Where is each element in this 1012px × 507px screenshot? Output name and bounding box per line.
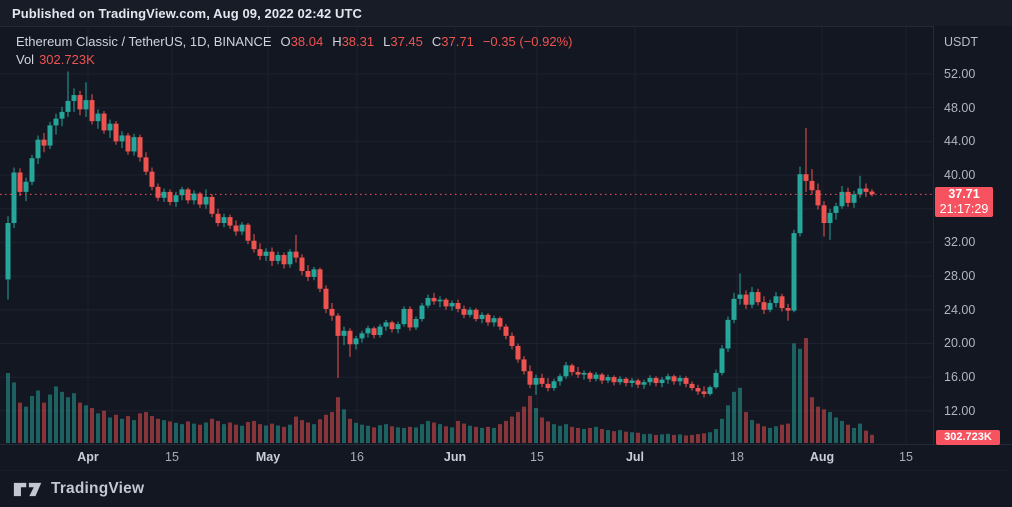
price-tick-label: 20.00: [944, 336, 976, 351]
time-tick-label: May: [255, 450, 281, 464]
volume-label[interactable]: Vol: [16, 52, 35, 67]
time-tick-label: 15: [165, 450, 179, 464]
tradingview-logo-icon[interactable]: [13, 481, 43, 498]
high-value: H38.31: [332, 34, 375, 49]
footer-bar: TradingView: [0, 470, 1012, 507]
price-tick-label: 40.00: [944, 168, 976, 183]
symbol-title[interactable]: Ethereum Classic / TetherUS, 1D, BINANCE: [16, 34, 272, 49]
price-tick-label: 24.00: [944, 302, 976, 317]
published-text: Published on TradingView.com, Aug 09, 20…: [12, 5, 363, 21]
price-tick-label: 48.00: [944, 100, 976, 115]
time-tick-label: 18: [730, 450, 744, 464]
chart-legend: Ethereum Classic / TetherUS, 1D, BINANCE…: [16, 33, 572, 68]
candlestick-chart[interactable]: [0, 26, 933, 444]
time-tick-label: 15: [530, 450, 544, 464]
grid-lines: [0, 26, 933, 444]
brand-name[interactable]: TradingView: [51, 480, 145, 497]
current-price: 37.71: [948, 187, 980, 202]
current-price-badge: 37.71 21:17:29: [935, 187, 993, 218]
volume-value: 302.723K: [39, 52, 95, 67]
bar-countdown: 21:17:29: [939, 202, 989, 217]
price-tick-label: 12.00: [944, 403, 976, 418]
time-tick-label: 16: [350, 450, 364, 464]
price-tick-label: 16.00: [944, 370, 976, 385]
open-value: O38.04: [280, 34, 324, 49]
published-bar: Published on TradingView.com, Aug 09, 20…: [0, 0, 1012, 27]
time-tick-label: Apr: [77, 450, 99, 464]
legend-volume-row: Vol 302.723K: [16, 51, 572, 68]
price-tick-label: 32.00: [944, 235, 976, 250]
time-axis[interactable]: Apr 15 May 16 Jun 15 Jul 18 Aug 15: [0, 444, 1012, 471]
price-axis[interactable]: USDT 37.71 21:17:29 302.723K 52.00 48.00 4…: [933, 26, 1012, 445]
candles: [5, 71, 875, 398]
legend-symbol-row: Ethereum Classic / TetherUS, 1D, BINANCE…: [16, 33, 572, 50]
time-tick-label: Jun: [443, 450, 467, 464]
time-tick-label: Aug: [809, 450, 835, 464]
change-value: −0.35 (−0.92%): [482, 34, 573, 49]
time-tick-label: 15: [899, 450, 913, 464]
price-tick-label: 28.00: [944, 269, 976, 284]
time-tick-label: Jul: [625, 450, 645, 464]
volume-bars: [6, 338, 874, 443]
currency-label: USDT: [944, 35, 979, 49]
price-tick-label: 44.00: [944, 134, 976, 149]
price-tick-label: 52.00: [944, 67, 976, 81]
close-value: C37.71: [431, 34, 474, 49]
volume-badge: 302.723K: [936, 430, 1000, 445]
low-value: L37.45: [383, 34, 423, 49]
